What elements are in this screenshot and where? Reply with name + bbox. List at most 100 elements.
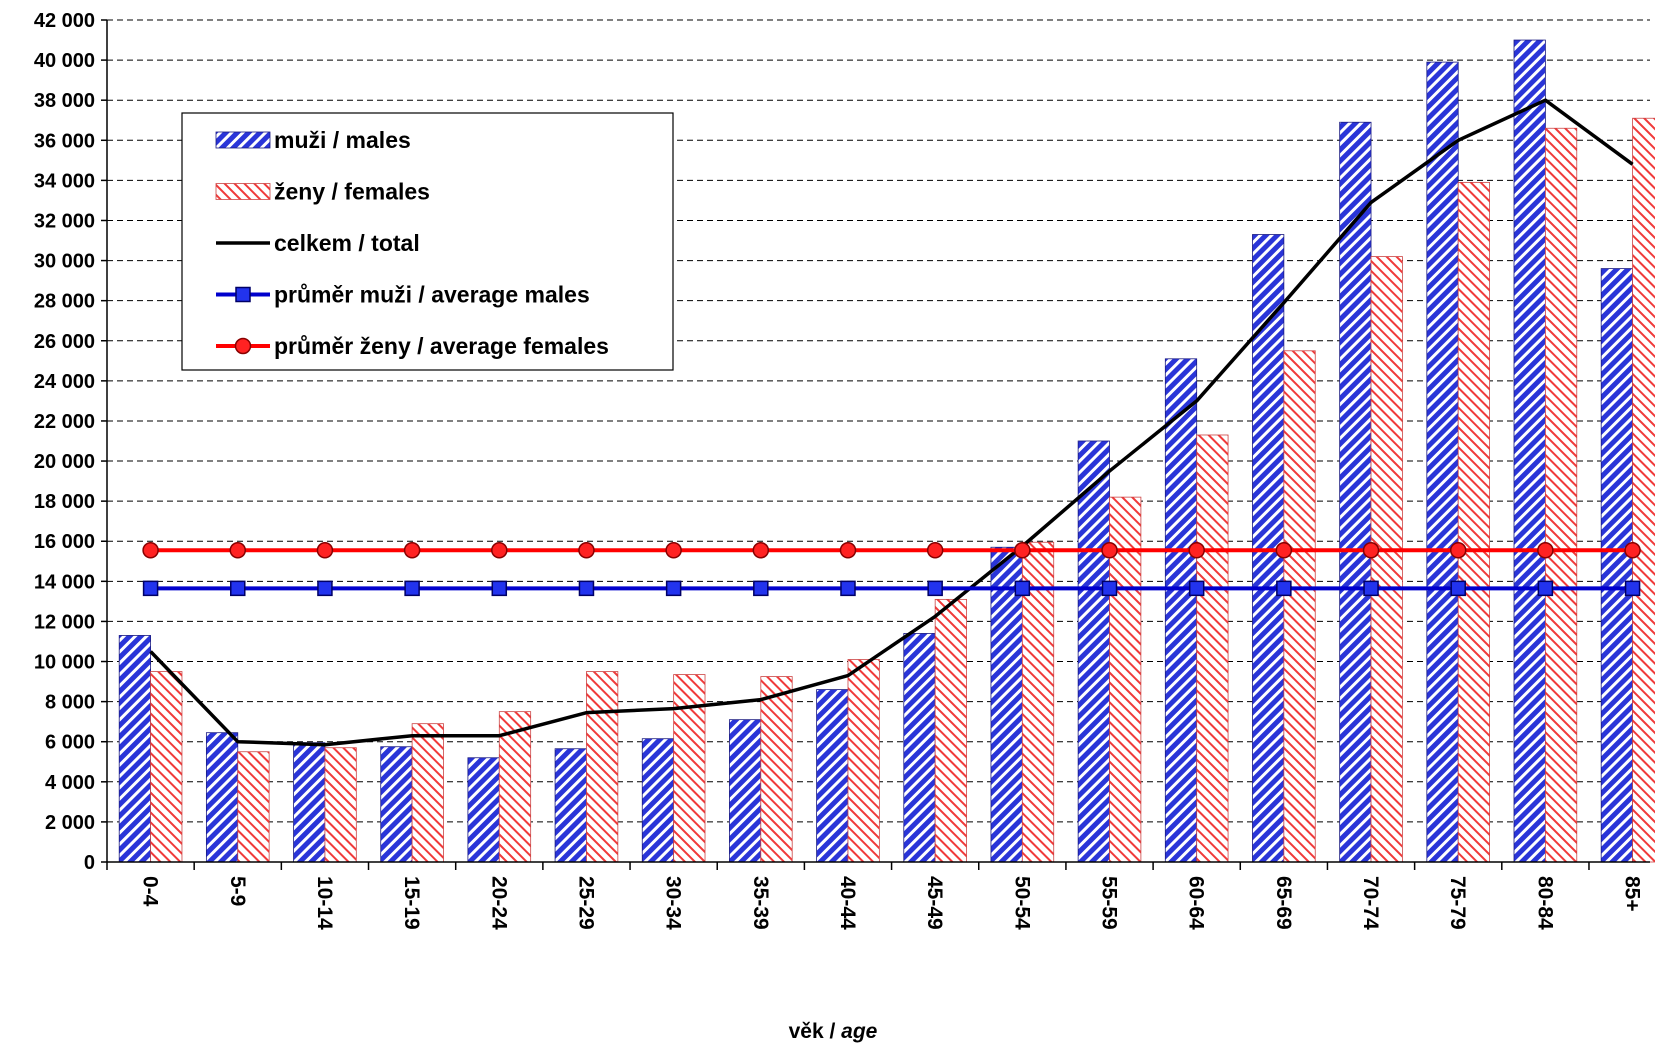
bar-females <box>324 747 357 863</box>
average-males-point <box>578 580 595 597</box>
y-tick-label: 16 000 <box>34 531 95 553</box>
bar-males <box>1600 268 1633 863</box>
average-males-point <box>1014 580 1031 597</box>
bar-males <box>641 738 675 863</box>
y-tick-label: 34 000 <box>34 170 95 192</box>
average-males-point <box>1188 580 1205 597</box>
average-females-point <box>665 542 682 559</box>
average-females-point <box>491 542 508 559</box>
y-tick-label: 18 000 <box>34 491 95 513</box>
bar-females <box>760 676 793 863</box>
x-tick-label: 20-24 <box>487 876 510 930</box>
average-males-point <box>753 580 769 597</box>
average-females-point <box>752 542 770 559</box>
average-females-point <box>578 542 595 559</box>
y-tick-label: 4 000 <box>45 772 95 794</box>
average-females-point <box>839 542 857 559</box>
x-tick-label: 0-4 <box>139 876 162 907</box>
average-males-point <box>317 580 333 597</box>
y-tick-label: 28 000 <box>34 291 95 313</box>
average-females-point <box>316 542 334 559</box>
y-tick-label: 10 000 <box>34 652 95 674</box>
x-axis-title: věk / age <box>789 1020 878 1043</box>
x-tick-label: 15-19 <box>400 876 423 930</box>
x-tick-label: 50-54 <box>1010 876 1033 930</box>
bar-males <box>293 742 326 863</box>
bar-males <box>990 546 1023 863</box>
average-males-point <box>665 580 682 597</box>
y-tick-label: 30 000 <box>34 251 95 273</box>
average-males-point <box>1276 580 1292 597</box>
bar-males <box>903 633 936 863</box>
average-males-point <box>491 580 508 597</box>
x-tick-label: 35-39 <box>749 876 772 930</box>
legend: muži / males ženy / females celkem / total… <box>181 112 674 371</box>
average-females-point <box>142 542 159 559</box>
y-tick-label: 32 000 <box>34 210 95 232</box>
y-tick-label: 14 000 <box>34 571 95 593</box>
average-females-point <box>1101 542 1118 559</box>
bar-females <box>150 671 183 863</box>
average-males-point <box>1101 580 1118 597</box>
average-males-point <box>840 580 856 597</box>
legend-label: ženy / females <box>274 179 430 205</box>
bar-males <box>1426 61 1459 863</box>
average-females-point <box>1537 542 1554 559</box>
x-tick-label: 40-44 <box>836 876 859 930</box>
bar-females <box>237 751 270 863</box>
x-tick-label: 30-34 <box>662 876 685 930</box>
average-males-point <box>1624 580 1641 597</box>
lines <box>142 98 1641 747</box>
bar-males <box>380 746 413 863</box>
x-tick-label: 75-79 <box>1446 876 1469 930</box>
average-females-point <box>1362 542 1380 559</box>
x-tick-label: 80-84 <box>1533 876 1556 930</box>
y-tick-label: 8 000 <box>45 692 95 714</box>
legend-label: průměr ženy / average females <box>274 333 609 359</box>
x-axis-title-prefix: věk / <box>789 1020 842 1043</box>
y-tick-label: 40 000 <box>34 50 95 72</box>
average-females-point <box>229 542 247 559</box>
y-tick-label: 2 000 <box>45 812 95 834</box>
bar-females <box>1632 117 1655 863</box>
bar-males <box>118 635 151 863</box>
x-tick-label: 85+ <box>1621 876 1644 912</box>
average-females-point <box>1624 542 1641 559</box>
series-line <box>149 98 1634 747</box>
y-tick-label: 0 <box>84 852 95 874</box>
bar-males <box>205 732 239 863</box>
bar-females <box>411 723 444 863</box>
x-tick-label: 60-64 <box>1185 876 1208 930</box>
bar-males <box>729 719 762 863</box>
y-tick-label: 22 000 <box>34 411 95 433</box>
average-males-point <box>142 580 159 597</box>
bar-females <box>498 711 532 863</box>
y-tick-label: 38 000 <box>34 90 95 112</box>
y-tick-label: 36 000 <box>34 130 95 152</box>
bar-males <box>554 748 587 863</box>
average-males-point <box>1363 580 1379 597</box>
bar-females <box>1544 127 1578 863</box>
average-males-point <box>1537 580 1554 597</box>
legend-marker <box>235 286 251 303</box>
x-tick-label: 25-29 <box>574 876 597 930</box>
bar-males <box>816 689 849 863</box>
bar-males <box>1077 440 1110 863</box>
bar-females <box>934 598 967 863</box>
average-females-point <box>1449 542 1467 559</box>
average-males-point <box>230 580 246 597</box>
x-tick-label: 55-59 <box>1098 876 1121 930</box>
average-males-point <box>404 580 420 597</box>
bar-females <box>847 659 880 863</box>
average-females-point <box>1188 542 1205 559</box>
x-tick-label: 45-49 <box>923 876 946 930</box>
bar-females <box>1109 496 1142 863</box>
y-tick-label: 20 000 <box>34 451 95 473</box>
y-tick-label: 42 000 <box>34 10 95 32</box>
average-males-point <box>927 580 943 597</box>
average-females-point <box>1014 542 1031 559</box>
legend-swatch <box>215 131 271 149</box>
average-females-point <box>926 542 944 559</box>
x-axis-title-italic: age <box>841 1020 878 1043</box>
